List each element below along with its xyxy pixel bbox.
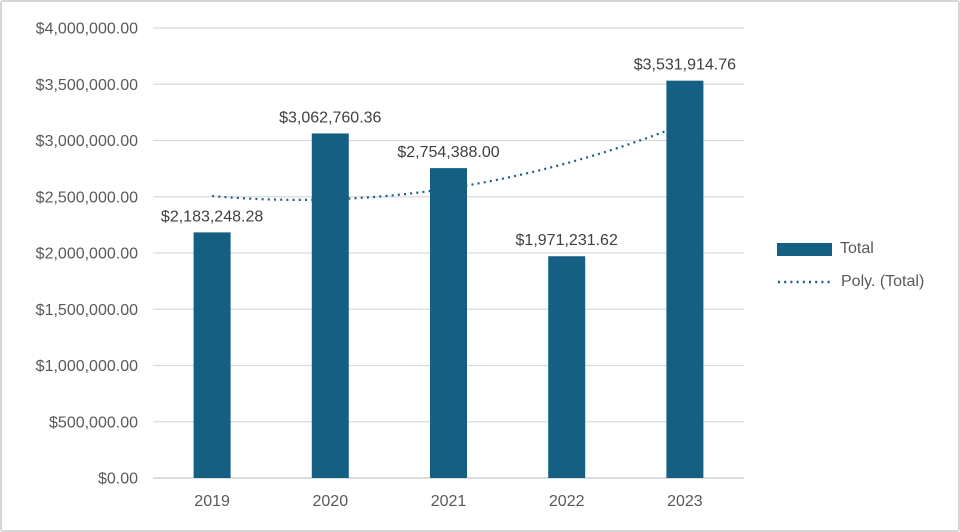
y-axis-tick-label: $0.00 <box>98 471 138 488</box>
data-label-2023: $3,531,914.76 <box>634 57 736 74</box>
total-series-swatch <box>777 242 832 256</box>
x-axis-tick-label: 2020 <box>313 493 349 510</box>
bar-2022 <box>548 256 586 478</box>
data-label-2022: $1,971,231.62 <box>516 232 618 249</box>
y-axis-tick-label: $3,500,000.00 <box>36 77 138 94</box>
poly-trendline-swatch-icon <box>778 280 832 284</box>
y-axis-tick-label: $500,000.00 <box>49 414 138 431</box>
legend-label-total: Total <box>840 240 874 257</box>
y-axis-tick-label: $3,000,000.00 <box>36 133 138 150</box>
y-axis-tick-label: $1,500,000.00 <box>36 302 138 319</box>
bar-2023 <box>666 80 704 478</box>
bar-2019 <box>193 232 231 478</box>
legend: Total Poly. (Total) <box>777 239 924 305</box>
data-label-2021: $2,754,388.00 <box>397 144 499 161</box>
x-axis-tick-label: 2022 <box>549 493 585 510</box>
x-axis-tick-label: 2019 <box>194 493 230 510</box>
y-axis-tick-label: $2,500,000.00 <box>36 189 138 206</box>
bar-2021 <box>430 168 467 478</box>
data-label-2020: $3,062,760.36 <box>279 109 381 126</box>
bar-2020 <box>311 133 349 478</box>
y-axis-tick-label: $2,000,000.00 <box>36 246 138 263</box>
x-axis-tick-label: 2023 <box>667 493 703 510</box>
y-axis-tick-label: $4,000,000.00 <box>36 21 138 38</box>
legend-item-total: Total <box>777 239 924 259</box>
data-label-2019: $2,183,248.28 <box>161 208 263 225</box>
legend-item-poly: Poly. (Total) <box>777 272 924 292</box>
legend-label-poly: Poly. (Total) <box>841 273 925 290</box>
y-axis-tick-label: $1,000,000.00 <box>36 358 138 375</box>
x-axis-tick-label: 2021 <box>431 493 467 510</box>
